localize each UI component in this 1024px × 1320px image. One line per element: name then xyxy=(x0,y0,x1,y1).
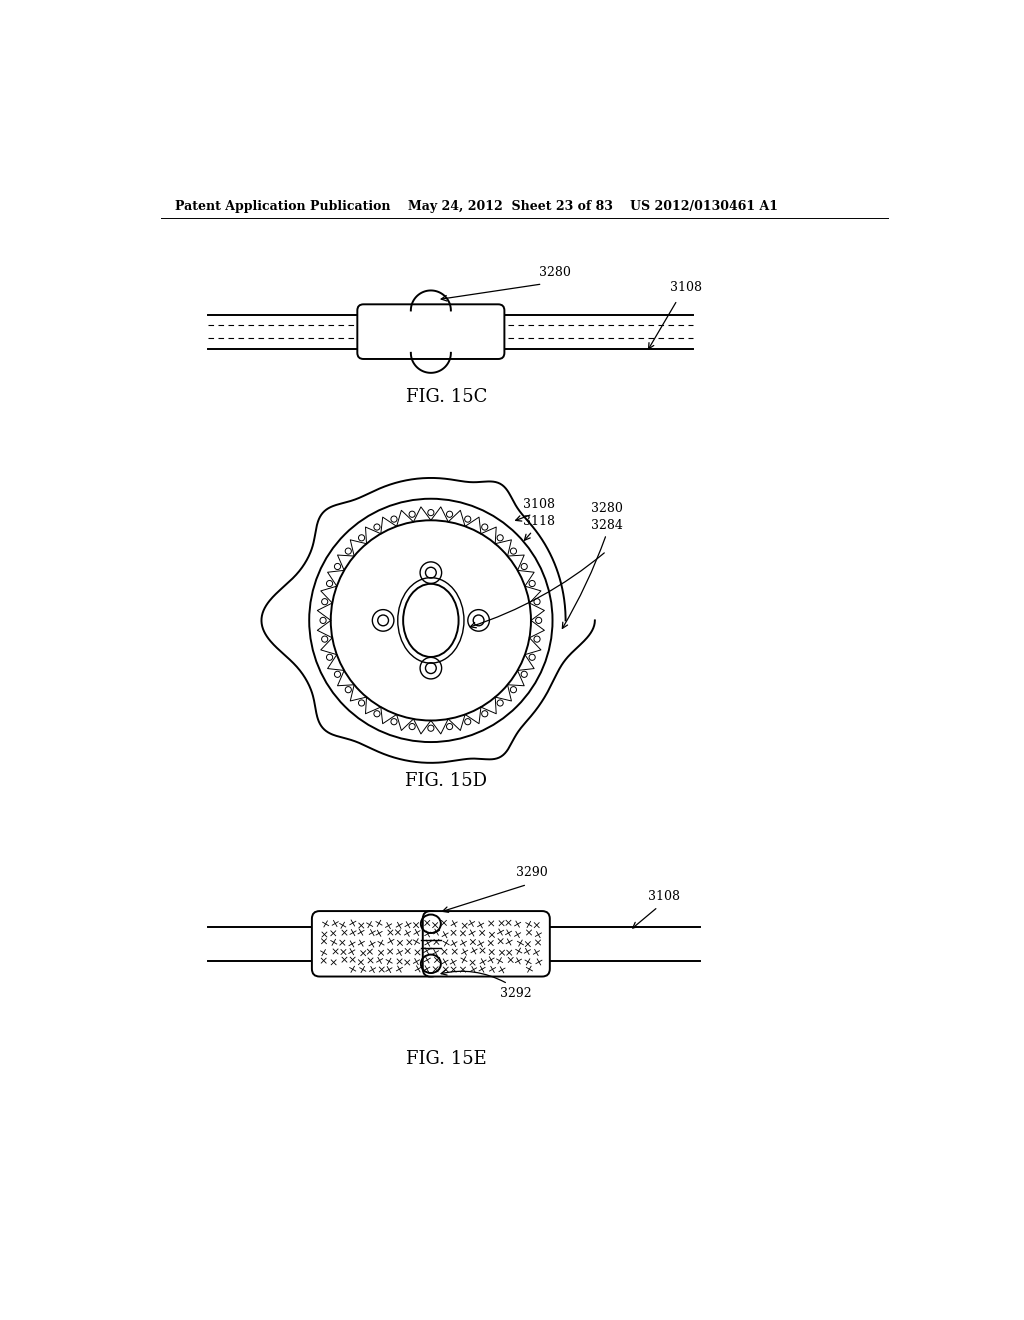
Text: Patent Application Publication: Patent Application Publication xyxy=(175,199,391,213)
Text: 3284: 3284 xyxy=(591,519,623,532)
Text: 3108: 3108 xyxy=(648,890,680,903)
FancyBboxPatch shape xyxy=(423,911,550,977)
Text: FIG. 15E: FIG. 15E xyxy=(406,1051,486,1068)
Text: May 24, 2012  Sheet 23 of 83: May 24, 2012 Sheet 23 of 83 xyxy=(408,199,612,213)
Text: 3280: 3280 xyxy=(539,265,570,279)
Text: FIG. 15C: FIG. 15C xyxy=(406,388,487,407)
Text: 3108: 3108 xyxy=(670,281,701,294)
Text: 3108: 3108 xyxy=(523,499,555,511)
Text: FIG. 15D: FIG. 15D xyxy=(406,772,487,789)
FancyBboxPatch shape xyxy=(312,911,439,977)
FancyBboxPatch shape xyxy=(357,305,505,359)
Text: 3118: 3118 xyxy=(523,515,555,528)
Text: 3290: 3290 xyxy=(515,866,547,879)
Text: 3280: 3280 xyxy=(591,502,623,515)
Text: 3292: 3292 xyxy=(500,987,531,1001)
Text: US 2012/0130461 A1: US 2012/0130461 A1 xyxy=(630,199,777,213)
